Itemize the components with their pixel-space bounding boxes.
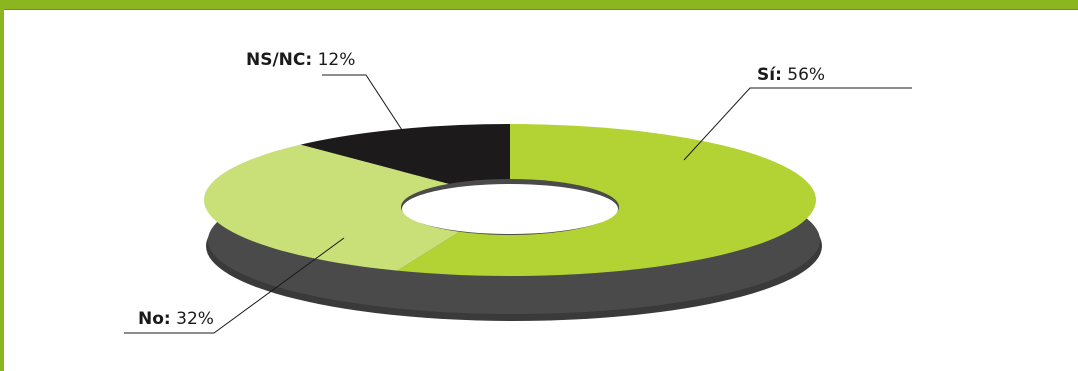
top-border-bar — [0, 0, 1078, 10]
donut-hole-top — [402, 184, 618, 234]
label-no: No: 32% — [138, 309, 214, 329]
leader-line-ns-nc — [322, 74, 403, 131]
label-si-value: 56% — [787, 65, 825, 85]
leader-lines — [124, 74, 912, 334]
slice-no — [203, 144, 510, 271]
label-ns-nc-colon: : — [305, 50, 312, 70]
label-no-colon: : — [164, 309, 171, 329]
slice-ns-nc — [300, 124, 510, 200]
label-si-name: Sí — [757, 65, 776, 85]
label-ns-nc-value: 12% — [318, 50, 356, 70]
label-si: Sí: 56% — [757, 65, 825, 85]
label-no-value: 32% — [176, 309, 214, 329]
label-ns-nc-name: NS/NC — [246, 50, 305, 70]
leader-line-no — [124, 237, 345, 334]
leader-line-si — [683, 87, 912, 161]
left-border-bar — [0, 0, 4, 371]
label-si-colon: : — [775, 65, 782, 85]
label-no-name: No — [138, 309, 164, 329]
label-ns-nc: NS/NC: 12% — [246, 50, 355, 70]
